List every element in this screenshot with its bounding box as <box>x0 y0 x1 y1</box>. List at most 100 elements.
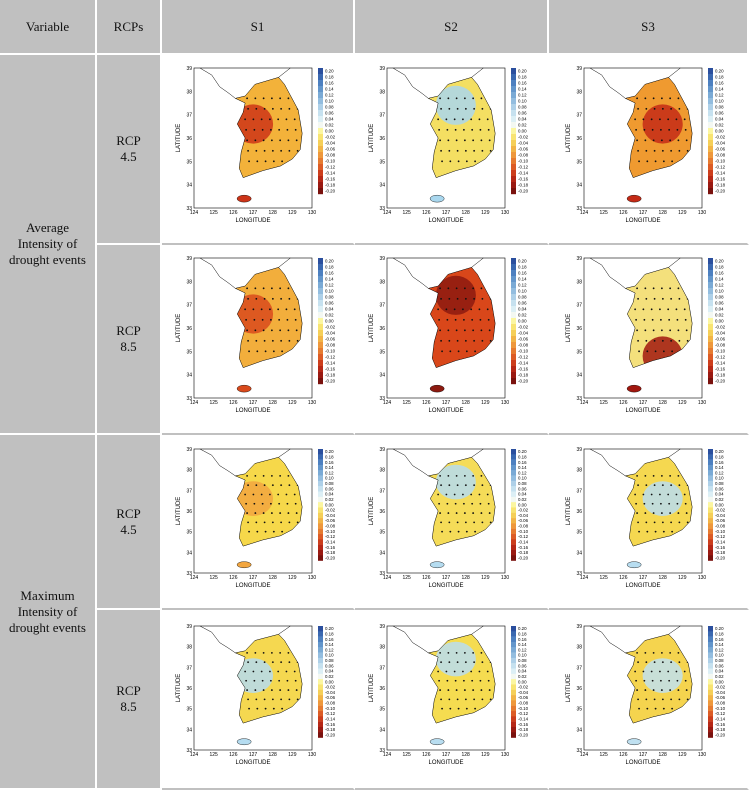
station <box>661 698 664 701</box>
station <box>440 483 442 486</box>
station <box>446 502 449 505</box>
station <box>642 493 645 495</box>
colorbar-swatch <box>511 152 516 159</box>
station <box>643 679 646 682</box>
station <box>270 689 273 691</box>
jeju <box>626 738 642 746</box>
colorbar-swatch <box>511 485 516 492</box>
colorbar-tick-label: 0.06 <box>518 663 527 668</box>
colorbar-tick-label: 0.00 <box>715 502 724 507</box>
colorbar-swatch <box>511 140 516 147</box>
colorbar-tick-label: -0.02 <box>518 507 529 512</box>
station <box>270 287 273 290</box>
colorbar-tick-label: -0.06 <box>518 695 529 700</box>
station <box>654 160 657 163</box>
station <box>678 483 681 486</box>
colorbar-tick-label: 0.02 <box>325 123 334 128</box>
station <box>252 318 255 321</box>
colorbar-tick-label: -0.02 <box>325 685 336 690</box>
x-axis-label: LONGITUDE <box>428 760 463 766</box>
colorbar-swatch <box>317 459 323 465</box>
jeju <box>429 194 445 203</box>
station <box>643 128 646 131</box>
station <box>456 339 459 342</box>
station <box>262 329 265 332</box>
station <box>277 502 280 505</box>
station <box>271 339 274 342</box>
station <box>437 118 440 121</box>
colorbar-swatch <box>708 647 713 653</box>
station <box>661 661 664 664</box>
y-tick-label: 35 <box>379 707 385 713</box>
station <box>447 651 450 654</box>
station <box>439 139 441 142</box>
colorbar-tick-label: 0.06 <box>715 301 724 306</box>
x-tick-label: 128 <box>461 575 470 581</box>
station <box>686 339 689 342</box>
station <box>253 651 256 654</box>
colorbar-tick-label: 0.18 <box>715 75 724 80</box>
colorbar-tick-label: -0.20 <box>518 555 529 560</box>
colorbar-swatch <box>511 554 516 561</box>
colorbar-swatch <box>317 348 323 355</box>
station <box>264 707 266 710</box>
x-tick-label: 129 <box>481 210 490 216</box>
colorbar-swatch <box>511 258 516 265</box>
colorbar-swatch <box>317 324 323 331</box>
colorbar-swatch <box>317 631 323 637</box>
border <box>277 67 291 78</box>
colorbar-swatch <box>317 98 323 105</box>
colorbar-tick-label: -0.06 <box>325 147 336 152</box>
y-tick-label: 33 <box>379 396 385 402</box>
colorbar-tick-label: -0.10 <box>325 706 336 711</box>
colorbar-swatch <box>317 549 323 555</box>
station <box>441 350 443 353</box>
colorbar-swatch <box>317 336 323 343</box>
station <box>472 329 475 332</box>
station <box>480 329 483 332</box>
colorbar-swatch <box>317 673 323 680</box>
colorbar-swatch <box>708 258 713 265</box>
station <box>287 511 289 514</box>
border <box>471 625 484 635</box>
x-tick-label: 128 <box>461 400 470 406</box>
y-axis-label: LATITUDE <box>369 314 375 343</box>
station <box>280 160 283 163</box>
station <box>478 308 481 311</box>
x-tick-label: 125 <box>402 210 411 216</box>
colorbar-tick-label: -0.20 <box>715 189 726 194</box>
colorbar-tick-label: 0.06 <box>715 111 724 116</box>
colorbar-tick-label: 0.04 <box>518 491 527 496</box>
colorbar-swatch <box>511 721 516 728</box>
colorbar-swatch <box>708 668 713 675</box>
colorbar-tick-label: -0.20 <box>518 379 529 384</box>
y-axis-label: LATITUDE <box>566 496 572 525</box>
x-tick-label: 127 <box>248 210 257 216</box>
map-cell: 124 125 126 127 128 129 130 39 38 37 36 35 34 33 LONGI… <box>162 245 355 435</box>
station <box>464 107 467 110</box>
y-tick-label: 33 <box>379 571 385 577</box>
y-tick-label: 39 <box>576 624 582 630</box>
border <box>392 448 429 476</box>
rcp-cell: RCP 8.5 <box>97 245 162 435</box>
station <box>252 502 255 505</box>
station <box>678 107 681 110</box>
colorbar-swatch <box>317 366 323 373</box>
station <box>644 287 647 290</box>
colorbar-swatch <box>708 448 713 455</box>
accent-region <box>435 464 476 499</box>
x-tick-label: 124 <box>580 400 589 406</box>
colorbar-tick-label: 0.18 <box>715 631 724 636</box>
colorbar-tick-label: -0.18 <box>715 373 726 378</box>
station <box>684 679 687 682</box>
colorbar-swatch <box>708 104 713 111</box>
station <box>437 670 440 673</box>
colorbar-swatch <box>317 74 323 81</box>
station <box>651 502 654 505</box>
colorbar-swatch <box>511 459 516 465</box>
colorbar-tick-label: 0.10 <box>518 653 527 658</box>
station <box>473 698 476 701</box>
colorbar-tick-label: -0.14 <box>715 171 726 176</box>
x-tick-label: 129 <box>678 575 687 581</box>
